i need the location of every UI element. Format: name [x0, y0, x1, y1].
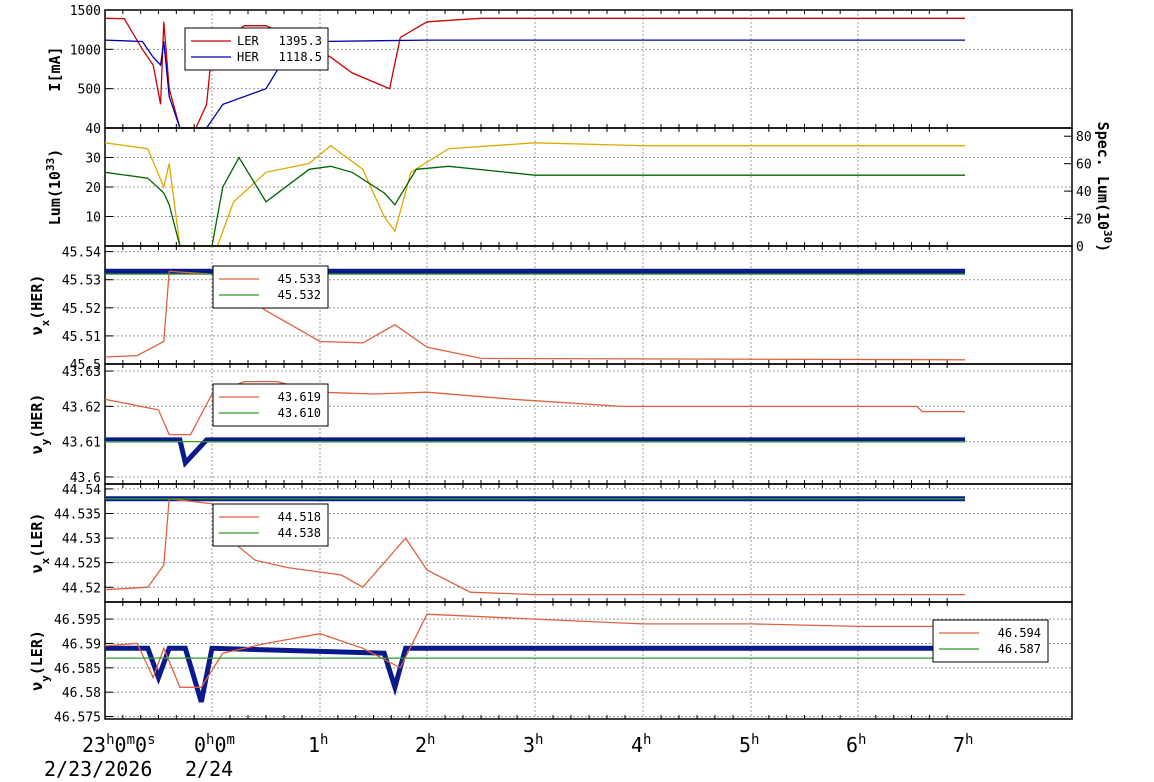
panel-nux_her: 45.5 45.51 45.52 45.53 45.54 νx(HER) 45.533 45.… [28, 245, 1073, 373]
y2-tick-label: 20 [1076, 213, 1092, 228]
series-measured [105, 645, 965, 703]
legend-box [212, 503, 329, 547]
y-tick-label: 43.62 [62, 400, 101, 415]
series-setpoint [104, 270, 966, 361]
y-tick-label: 44.535 [54, 508, 101, 523]
x-tick-label: 6h [846, 732, 866, 757]
y-tick-label: 10 [85, 211, 101, 226]
legend-value: 46.594 [998, 626, 1041, 640]
y2-tick-label: 40 [1076, 185, 1092, 200]
y-tick-label: 44.525 [54, 557, 101, 572]
legend-value: 43.619 [278, 390, 321, 404]
y-axis-label: νx(HER) [28, 275, 52, 336]
y-tick-label: 46.575 [54, 711, 101, 726]
x-tick-label: 23h0m0s [82, 732, 156, 757]
x-date-label: 2/23/2026 [44, 757, 152, 781]
y-axis-label: νx(LER) [28, 513, 52, 574]
y-tick-label: 45.52 [62, 302, 101, 317]
y-tick-label: 40 [85, 122, 101, 137]
legend-label: HER [237, 50, 259, 64]
panel-frame [104, 601, 1073, 720]
legend-value: 45.532 [278, 288, 321, 302]
legend-value: 44.518 [278, 510, 321, 524]
y2-axis-label: Spec. Lum(1030) [1094, 122, 1115, 253]
y-tick-label: 43.61 [62, 436, 101, 451]
y-axis-label: I[mA] [46, 46, 64, 91]
legend-value: 43.610 [278, 406, 321, 420]
legend-value: 45.533 [278, 272, 321, 286]
panel-nux_ler: 44.52 44.525 44.53 44.535 44.54 νx(LER) 44.518… [28, 483, 1073, 603]
legend-box [932, 619, 1049, 663]
x-tick-label: 5h [739, 732, 759, 757]
series-measured [105, 437, 965, 468]
legend-box [184, 27, 329, 71]
y-axis-label: νy(HER) [28, 394, 52, 455]
y-tick-label: 30 [85, 152, 101, 167]
panel-luminosity: 10 20 30 40 Lum(1033) 0 20 40 60 80 Spec. Lum(1030… [44, 122, 1115, 255]
y-tick-label: 46.59 [62, 637, 101, 652]
y-axis-label: Lum(1033) [44, 149, 65, 225]
x-tick-label: 1h [308, 732, 328, 757]
series-setpoint [104, 498, 965, 596]
legend-value: 1118.5 [279, 50, 322, 64]
x-tick-label: 2h [415, 732, 435, 757]
x-tick-label: 3h [523, 732, 543, 757]
y-tick-label: 20 [85, 181, 101, 196]
y2-tick-label: 80 [1076, 130, 1092, 145]
legend-box [212, 383, 329, 427]
legend-value: 1395.3 [279, 34, 322, 48]
legend-label: LER [237, 34, 259, 48]
x-tick-label: 7h [953, 732, 973, 757]
panel-nuy_her: 43.6 43.61 43.62 43.63 νy(HER) 43.619 43.610 [28, 363, 1073, 486]
y-tick-label: 45.51 [62, 330, 101, 345]
x-tick-label: 0h0m [194, 732, 235, 757]
panel-current: 500 1000 1500 I[mA] LER 1395.3 HER 1118.5 [46, 4, 1073, 129]
series-spec-lum [104, 142, 965, 247]
y-tick-label: 500 [78, 83, 101, 98]
legend-value: 46.587 [998, 642, 1041, 656]
y-tick-label: 44.54 [62, 483, 101, 498]
y-axis-label: νy(LER) [28, 630, 52, 691]
legend-value: 44.538 [278, 526, 321, 540]
y-tick-label: 1000 [70, 43, 101, 58]
y2-tick-label: 0 [1076, 240, 1084, 255]
y-tick-label: 44.53 [62, 532, 101, 547]
x-tick-label: 4h [631, 732, 651, 757]
x-date-label: 2/24 [185, 757, 233, 781]
y-tick-label: 46.585 [54, 662, 101, 677]
y-tick-label: 45.5 [70, 358, 101, 373]
y-tick-label: 43.6 [70, 471, 101, 486]
y-tick-label: 46.595 [54, 613, 101, 628]
x-axis: 23h0m0s 0h0m 1h 2h 3h 4h 5h 6h 7h 2/23/2026 2/24 [44, 732, 973, 781]
y2-tick-label: 60 [1076, 158, 1092, 173]
y-tick-label: 46.58 [62, 686, 101, 701]
legend-box [212, 265, 329, 309]
series-luminosity [104, 156, 965, 247]
y-tick-label: 45.53 [62, 274, 101, 289]
y-tick-label: 45.54 [62, 246, 101, 261]
y-tick-label: 1500 [70, 4, 101, 19]
y-tick-label: 44.52 [62, 581, 101, 596]
y-tick-label: 43.63 [62, 365, 101, 380]
